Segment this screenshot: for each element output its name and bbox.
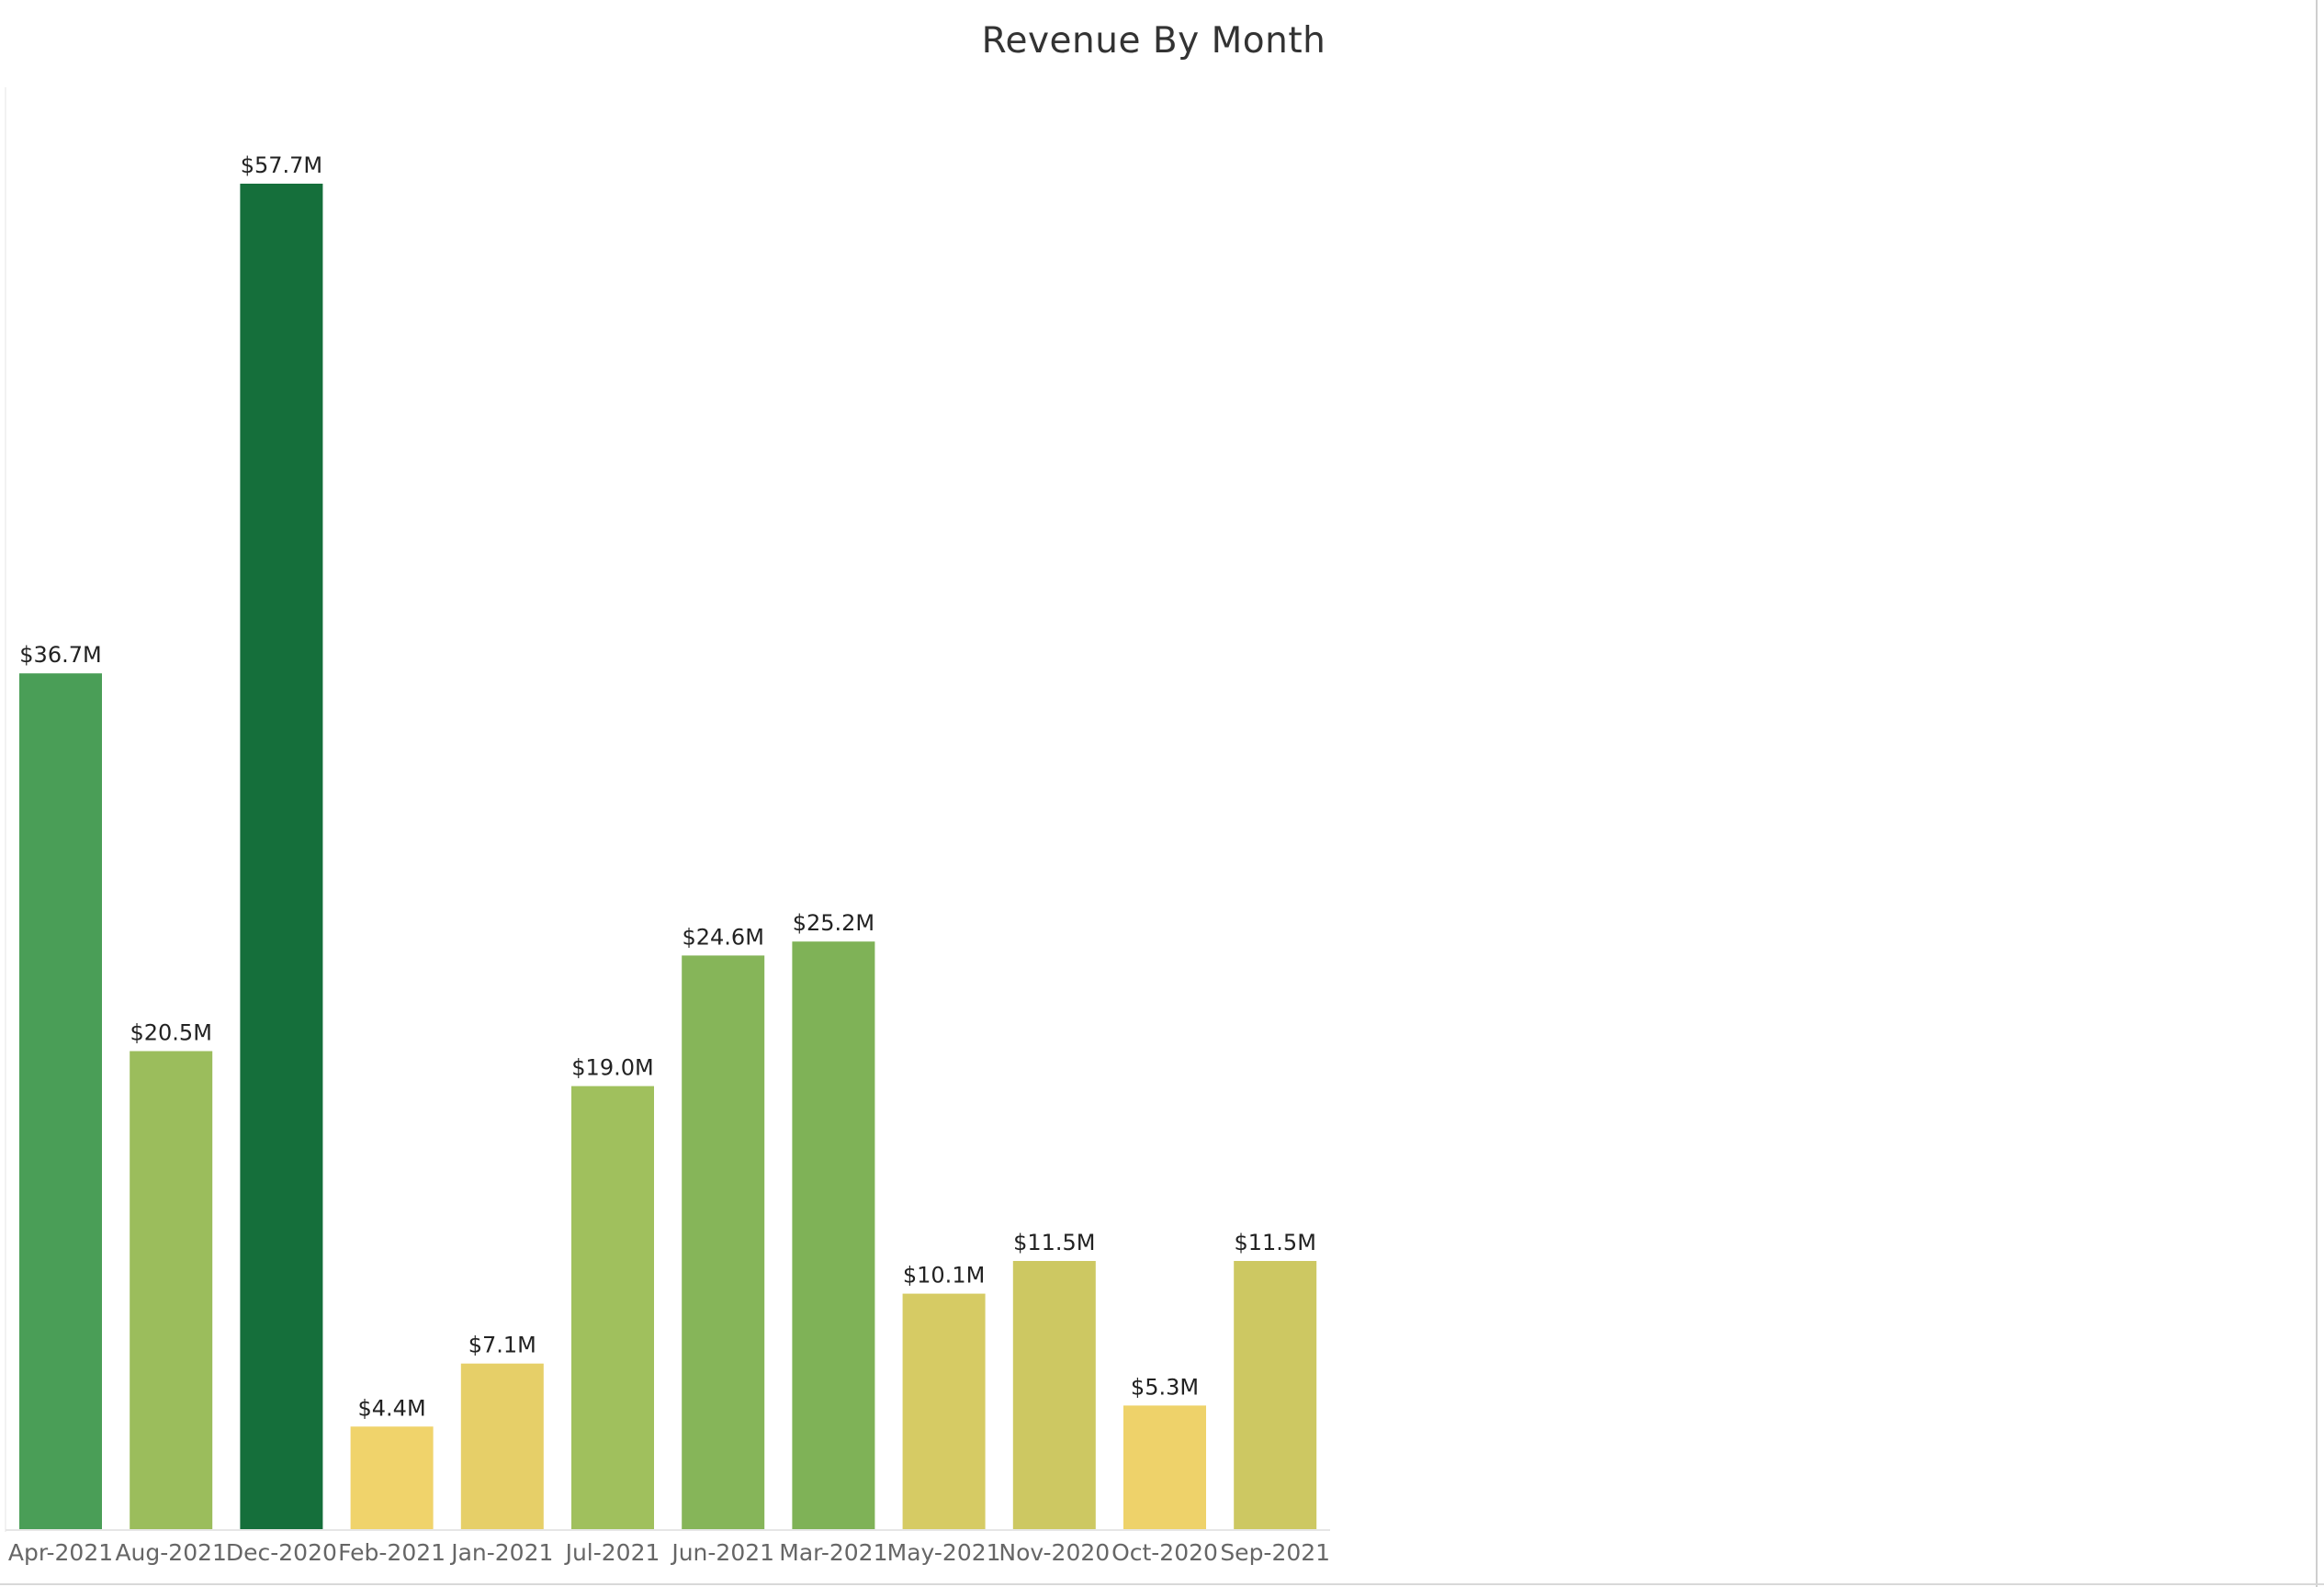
x-tick-label: May-2021 (887, 1539, 1001, 1566)
bar-dec-2020[interactable] (240, 184, 323, 1529)
bar-nov-2020[interactable] (1012, 1261, 1096, 1529)
bar-oct-2020[interactable] (1123, 1405, 1206, 1529)
data-label: $4.4M (358, 1395, 426, 1421)
data-label: $25.2M (793, 910, 874, 936)
bar-sep-2021[interactable] (1234, 1261, 1317, 1529)
bar-aug-2021[interactable] (130, 1051, 213, 1530)
x-tick-label: Jan-2021 (449, 1539, 553, 1566)
data-label: $5.3M (1131, 1374, 1199, 1400)
bar-jan-2021[interactable] (460, 1363, 544, 1529)
x-tick-label: Oct-2020 (1111, 1539, 1218, 1566)
x-tick-label: Mar-2021 (779, 1539, 887, 1566)
value-labels-layer: $36.7M $20.5M $57.7M $4.4M $7.1M $19.0M $24.6M… (19, 152, 1316, 1421)
bar-may-2021[interactable] (902, 1293, 986, 1529)
x-tick-label: Nov-2020 (998, 1539, 1110, 1566)
bar-jul-2021[interactable] (571, 1086, 654, 1529)
bar-feb-2021[interactable] (350, 1426, 434, 1529)
data-label: $7.1M (468, 1333, 536, 1358)
bar-mar-2021[interactable] (792, 941, 875, 1529)
data-label: $57.7M (241, 152, 322, 178)
x-tick-label: Feb-2021 (338, 1539, 446, 1566)
bars-layer (19, 184, 1317, 1530)
data-label: $20.5M (130, 1020, 211, 1046)
data-label: $11.5M (1013, 1230, 1095, 1255)
bar-jun-2021[interactable] (682, 955, 765, 1529)
data-label: $19.0M (571, 1055, 653, 1081)
x-tick-label: Dec-2020 (226, 1539, 337, 1566)
data-label: $24.6M (682, 924, 763, 950)
chart-title: Revenue By Month (981, 20, 1326, 62)
x-tick-label: Apr-2021 (8, 1539, 113, 1566)
data-label: $10.1M (903, 1263, 985, 1289)
x-tick-label: Sep-2021 (1220, 1539, 1330, 1566)
x-tick-label: Jun-2021 (670, 1539, 774, 1566)
x-tick-label: Aug-2021 (115, 1539, 226, 1566)
data-label: $36.7M (19, 642, 101, 668)
data-label: $11.5M (1234, 1230, 1315, 1255)
bar-apr-2021[interactable] (19, 673, 102, 1529)
x-tick-label: Jul-2021 (564, 1539, 660, 1566)
